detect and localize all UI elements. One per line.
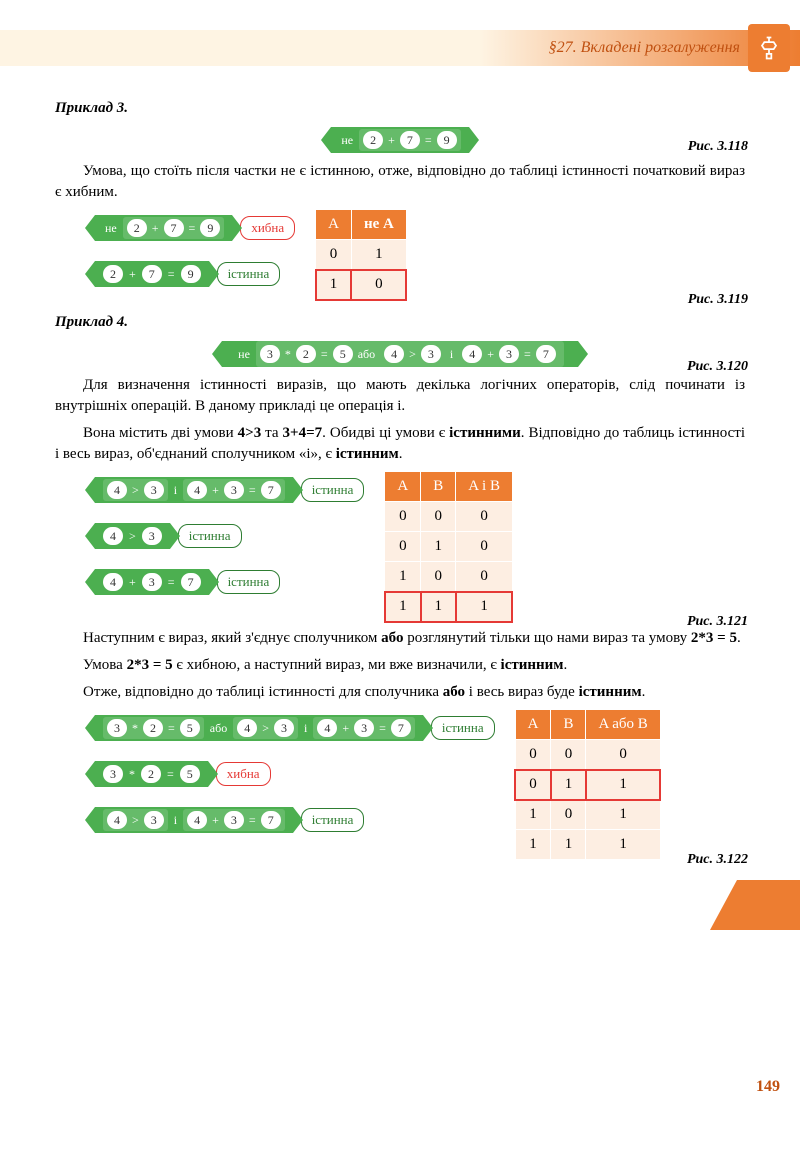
page-header: §27. Вкладені розгалуження	[0, 30, 800, 66]
block-119b: 2 + 7 = 9	[95, 261, 209, 287]
paragraph: Наступним є вираз, який з'єднує сполучни…	[55, 628, 745, 649]
block-121b: 4>3	[95, 523, 170, 549]
block-120: не 3*2=5 або 4>3 і 4+3=7	[222, 341, 578, 367]
truth-table-or: ABA або B 000 011 101 111	[515, 709, 661, 860]
corner-decoration	[710, 880, 800, 930]
true-tag: істинна	[431, 716, 495, 740]
page-number: 149	[756, 1076, 780, 1098]
block-119a: не 2 + 7 = 9	[95, 215, 232, 241]
paragraph: Вона містить дві умови 4>3 та 3+4=7. Оби…	[55, 423, 745, 465]
example-4-title: Приклад 4.	[55, 312, 745, 333]
paragraph: Отже, відповідно до таблиці істинності д…	[55, 682, 745, 703]
page-content: Приклад 3. не 2 + 7 = 9 Рис. 3.118 Умова…	[0, 66, 800, 860]
paragraph: Умова 2*3 = 5 є хибною, а наступний вира…	[55, 655, 745, 676]
block-121a: 4>3 і 4+3=7	[95, 477, 293, 503]
false-tag: хибна	[240, 216, 295, 240]
block-122c: 4>3 і 4+3=7	[95, 807, 293, 833]
fig-label-121: Рис. 3.121	[687, 612, 748, 632]
fig-label-122: Рис. 3.122	[687, 850, 748, 870]
truth-table-and: ABA і B 000 010 100 111	[384, 471, 513, 622]
paragraph: Для визначення істинності виразів, що ма…	[55, 375, 745, 417]
true-tag: істинна	[301, 478, 365, 502]
false-tag: хибна	[216, 762, 271, 786]
block-118: не 2 + 7 = 9	[331, 127, 468, 153]
true-tag: істинна	[301, 808, 365, 832]
flowchart-icon	[748, 24, 790, 72]
block-122a: 3*2=5 або 4>3 і 4+3=7	[95, 715, 423, 741]
paragraph: Умова, що стоїть після частки не є істин…	[55, 161, 745, 203]
block-122b: 3*2=5	[95, 761, 208, 787]
page-footer	[0, 880, 800, 930]
block-121c: 4+3=7	[95, 569, 209, 595]
fig-label-118: Рис. 3.118	[688, 137, 748, 157]
true-tag: істинна	[217, 262, 281, 286]
true-tag: істинна	[178, 524, 242, 548]
section-title: §27. Вкладені розгалуження	[549, 37, 740, 59]
true-tag: істинна	[217, 570, 281, 594]
truth-table-not: Aне A 01 10	[315, 209, 407, 300]
fig-label-119: Рис. 3.119	[688, 290, 748, 310]
fig-label-120: Рис. 3.120	[687, 357, 748, 377]
example-3-title: Приклад 3.	[55, 98, 745, 119]
